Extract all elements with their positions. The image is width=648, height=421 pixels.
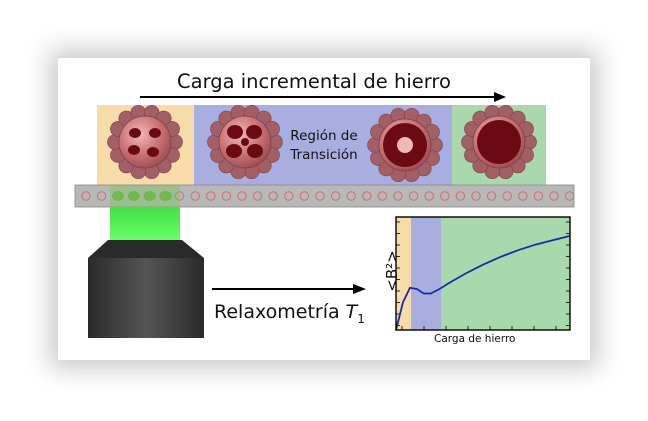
sample-particle <box>486 191 497 201</box>
illuminated-spot <box>112 191 124 201</box>
sample-particle <box>81 191 91 201</box>
illuminated-spot <box>144 191 156 201</box>
iron-cluster <box>246 125 262 139</box>
sample-particle <box>377 191 388 201</box>
sample-particle <box>502 191 512 201</box>
sample-particle <box>424 191 434 201</box>
iron-cluster <box>129 128 141 138</box>
sample-particle <box>455 191 466 201</box>
sample-particle <box>330 191 341 201</box>
iron-cluster <box>128 145 140 155</box>
ferritin-particle <box>367 107 443 183</box>
chart-xlabel: Carga de hierro <box>434 333 516 345</box>
sample-particle <box>252 191 263 201</box>
relaxometry-symbol: T <box>345 301 358 323</box>
sample-particle <box>284 191 294 201</box>
ferritin-shell <box>118 115 172 169</box>
iron-cluster <box>247 144 263 158</box>
relaxometry-text: Relaxometría <box>214 301 346 323</box>
iron-load-arrow <box>140 92 506 102</box>
sample-particle <box>471 191 481 201</box>
sample-particle <box>299 191 310 201</box>
iron-cluster <box>241 138 249 146</box>
ferritin-particle <box>207 104 283 180</box>
chart-frame <box>395 216 571 331</box>
sample-particle <box>221 191 232 201</box>
sample-particle <box>533 191 544 201</box>
sample-particle <box>190 191 200 201</box>
chart-series-line <box>395 235 571 331</box>
iron-core <box>477 120 521 164</box>
iron-cluster <box>147 147 159 157</box>
objective-lens <box>88 240 204 338</box>
sample-particle <box>549 191 559 201</box>
sample-particle <box>346 191 356 201</box>
sample-particle <box>315 191 325 201</box>
ferritin-particle <box>107 104 183 180</box>
relaxometry-label: Relaxometría T1 <box>214 301 365 326</box>
sample-particle <box>268 191 278 201</box>
sample-particle <box>440 191 450 201</box>
illuminated-spot <box>160 191 172 201</box>
iron-cluster <box>226 144 242 158</box>
transition-label-line: Región de <box>290 128 358 144</box>
sample-particle <box>408 191 419 201</box>
sample-particle <box>206 191 216 201</box>
ferritin-particle <box>461 104 537 180</box>
relaxometry-subscript: 1 <box>357 311 365 326</box>
sample-particle <box>362 191 372 201</box>
laser-beam <box>110 207 180 240</box>
iron-cluster <box>149 128 161 138</box>
inset-chart <box>395 216 571 331</box>
transition-label-line: Transición <box>290 147 358 163</box>
chart-region-high <box>441 217 570 330</box>
illuminated-spot <box>128 191 140 201</box>
measurement-arrow <box>212 284 366 294</box>
transition-region-label: Región de Transición <box>286 127 362 165</box>
chart-region-transition <box>411 217 441 330</box>
chart-ylabel: <B²> <box>383 250 401 292</box>
sample-particle <box>96 191 107 201</box>
sample-particle <box>518 191 528 201</box>
sample-particle <box>393 191 403 201</box>
core-cavity <box>397 137 413 153</box>
sample-particle <box>564 191 575 201</box>
beam-overlay <box>110 185 180 207</box>
sample-particle <box>174 191 185 201</box>
diagram-title: Carga incremental de hierro <box>177 70 451 93</box>
sample-particle <box>237 191 247 201</box>
iron-cluster <box>227 125 243 139</box>
